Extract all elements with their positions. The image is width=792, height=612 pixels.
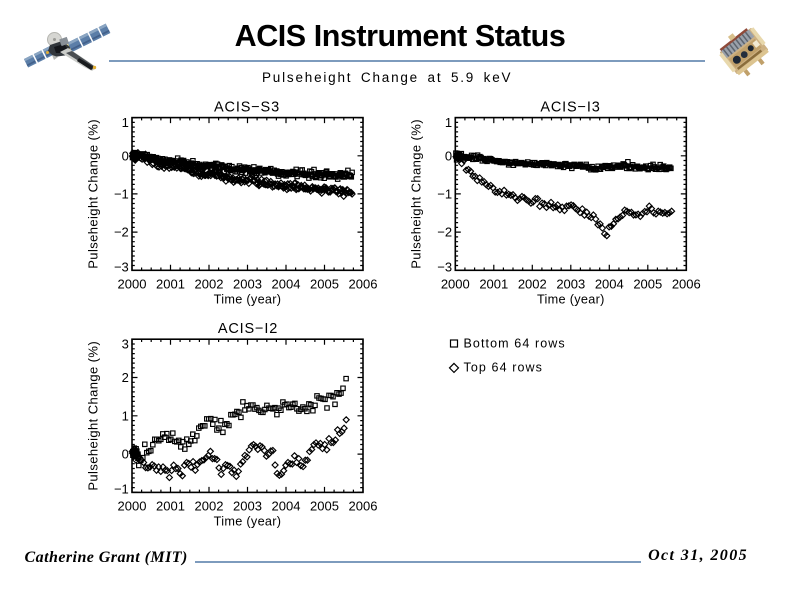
svg-text:Pulseheight Change (%): Pulseheight Change (%) bbox=[86, 119, 101, 269]
svg-text:2000: 2000 bbox=[441, 277, 470, 292]
svg-text:2006: 2006 bbox=[349, 277, 378, 292]
svg-text:2002: 2002 bbox=[518, 277, 547, 292]
svg-text:2005: 2005 bbox=[633, 277, 662, 292]
svg-text:1: 1 bbox=[445, 115, 452, 130]
svg-text:Pulseheight Change (%): Pulseheight Change (%) bbox=[409, 119, 424, 269]
svg-text:2006: 2006 bbox=[672, 277, 701, 292]
svg-text:2004: 2004 bbox=[272, 499, 301, 514]
svg-text:2001: 2001 bbox=[479, 277, 508, 292]
svg-text:0: 0 bbox=[122, 447, 129, 462]
svg-text:ACIS−I3: ACIS−I3 bbox=[540, 99, 600, 115]
svg-text:Pulseheight Change (%): Pulseheight Change (%) bbox=[86, 341, 101, 491]
svg-text:2003: 2003 bbox=[233, 499, 262, 514]
svg-text:Bottom 64 rows: Bottom 64 rows bbox=[464, 337, 566, 351]
svg-text:−1: −1 bbox=[437, 187, 452, 202]
svg-text:1: 1 bbox=[122, 408, 129, 423]
svg-text:−2: −2 bbox=[114, 225, 129, 240]
svg-text:0: 0 bbox=[122, 148, 129, 163]
svg-text:0: 0 bbox=[445, 148, 452, 163]
svg-text:2003: 2003 bbox=[233, 277, 262, 292]
svg-text:1: 1 bbox=[122, 115, 129, 130]
svg-text:−3: −3 bbox=[437, 260, 452, 275]
svg-text:ACIS−I2: ACIS−I2 bbox=[218, 321, 278, 337]
svg-text:2002: 2002 bbox=[195, 277, 224, 292]
svg-text:3: 3 bbox=[122, 336, 129, 351]
svg-text:Time (year): Time (year) bbox=[214, 293, 282, 307]
svg-text:−3: −3 bbox=[114, 260, 129, 275]
svg-text:2006: 2006 bbox=[349, 499, 378, 514]
svg-text:2004: 2004 bbox=[595, 277, 624, 292]
svg-text:2001: 2001 bbox=[156, 277, 185, 292]
svg-text:Top 64 rows: Top 64 rows bbox=[464, 360, 544, 374]
svg-text:2005: 2005 bbox=[310, 277, 339, 292]
svg-text:−2: −2 bbox=[437, 225, 452, 240]
svg-text:Time (year): Time (year) bbox=[214, 515, 282, 529]
svg-text:2002: 2002 bbox=[195, 499, 224, 514]
svg-text:2000: 2000 bbox=[118, 499, 147, 514]
svg-text:2000: 2000 bbox=[118, 277, 147, 292]
svg-text:2003: 2003 bbox=[556, 277, 585, 292]
svg-text:2001: 2001 bbox=[156, 499, 185, 514]
svg-text:2004: 2004 bbox=[272, 277, 301, 292]
svg-text:−1: −1 bbox=[114, 187, 129, 202]
svg-text:2: 2 bbox=[122, 370, 129, 385]
svg-text:ACIS−S3: ACIS−S3 bbox=[214, 99, 280, 115]
svg-text:−1: −1 bbox=[114, 482, 129, 497]
svg-text:2005: 2005 bbox=[310, 499, 339, 514]
svg-text:Time (year): Time (year) bbox=[537, 293, 605, 307]
